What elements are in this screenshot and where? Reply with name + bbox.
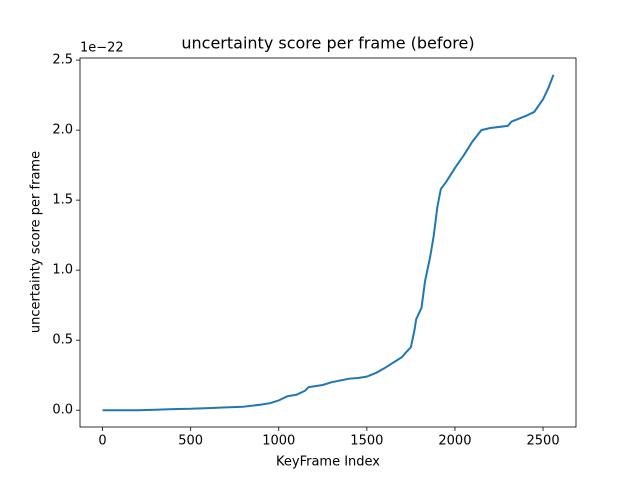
y-tick-label: 1.5 <box>52 193 73 208</box>
chart-title: uncertainty score per frame (before) <box>181 34 474 53</box>
y-axis-label: uncertainty score per frame <box>29 151 44 333</box>
axes-frame <box>79 57 577 428</box>
x-axis-label: KeyFrame Index <box>276 455 380 470</box>
x-tick-label: 1500 <box>350 434 383 449</box>
line <box>102 74 555 412</box>
y-tick-label: 0.5 <box>52 333 73 348</box>
y-tick-label: 2.0 <box>52 123 73 138</box>
x-tick-label: 2500 <box>527 434 560 449</box>
x-tick-label: 0 <box>98 434 106 449</box>
x-tick-label: 500 <box>178 434 203 449</box>
y-offset-label: 1e−22 <box>80 41 124 56</box>
y-tick-label: 0.0 <box>52 403 73 418</box>
y-tick-label: 1.0 <box>52 263 73 278</box>
x-tick-label: 2000 <box>438 434 471 449</box>
x-tick-label: 1000 <box>262 434 295 449</box>
y-tick-label: 2.5 <box>52 53 73 68</box>
